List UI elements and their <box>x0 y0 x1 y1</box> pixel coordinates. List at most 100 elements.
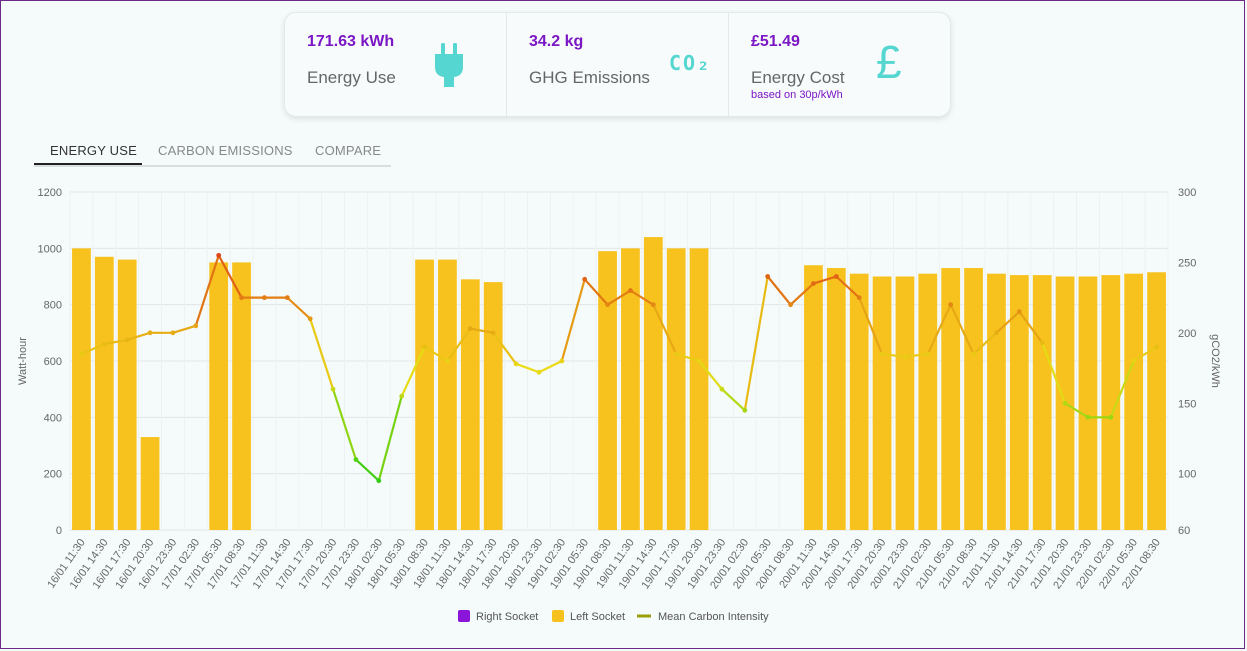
carbon-line-segment <box>537 359 563 374</box>
carbon-line-segment <box>80 343 106 356</box>
left-socket-bar <box>987 273 1006 530</box>
pound-icon: £ <box>876 36 902 88</box>
left-socket-bar <box>438 259 457 530</box>
carbon-line-segment <box>1018 310 1044 344</box>
y-tick-label: 0 <box>56 525 62 537</box>
carbon-line-segment <box>789 282 815 306</box>
carbon-point <box>193 323 199 329</box>
energy-cost-value: £51.49 <box>751 33 800 50</box>
carbon-point <box>330 386 336 392</box>
y2-tick-label: 150 <box>1178 398 1196 410</box>
carbon-point <box>445 358 450 364</box>
ghg-emissions-card: 34.2 kg GHG Emissions CO₂ <box>507 13 729 116</box>
left-socket-bar <box>1124 273 1144 530</box>
left-socket-bar <box>1032 275 1052 530</box>
left-socket-bar <box>804 265 823 530</box>
carbon-line-segment <box>217 254 243 299</box>
energy-use-label: Energy Use <box>307 68 396 87</box>
carbon-line-segment <box>194 254 220 327</box>
carbon-point <box>856 295 862 301</box>
co2-icon: CO₂ <box>669 51 712 75</box>
carbon-point <box>811 281 816 286</box>
carbon-line-segment <box>835 275 861 299</box>
carbon-point <box>879 351 885 357</box>
tab-compare[interactable]: COMPARE <box>315 143 382 158</box>
carbon-point <box>147 330 153 336</box>
carbon-point <box>719 386 725 392</box>
carbon-point <box>239 295 244 301</box>
left-socket-bar <box>117 259 137 530</box>
carbon-line-segment <box>880 352 907 358</box>
left-socket-bar <box>415 259 434 530</box>
carbon-point <box>1039 340 1045 346</box>
tab-energy-use[interactable]: ENERGY USE <box>50 143 138 158</box>
carbon-point <box>399 393 405 399</box>
carbon-point <box>628 288 633 293</box>
left-socket-bar <box>666 248 686 530</box>
left-socket-bar <box>72 248 91 530</box>
left-socket-bar <box>689 248 709 530</box>
ghg-emissions-value: 34.2 kg <box>529 33 584 50</box>
carbon-line-segment <box>469 327 495 334</box>
carbon-point <box>559 358 565 364</box>
carbon-point <box>170 330 176 336</box>
carbon-line-segment <box>652 303 678 356</box>
y2-tick-label: 300 <box>1178 187 1196 199</box>
legend-label: Mean Carbon Intensity <box>658 611 769 623</box>
carbon-line-segment <box>812 275 838 285</box>
carbon-point <box>307 316 313 322</box>
tab-carbon-emissions[interactable]: CARBON EMISSIONS <box>158 143 293 158</box>
carbon-point <box>742 407 748 413</box>
carbon-point <box>422 344 427 350</box>
carbon-line-segment <box>514 362 541 374</box>
carbon-point <box>79 351 84 357</box>
carbon-line-segment <box>560 278 586 363</box>
carbon-point <box>467 326 473 332</box>
left-socket-bar <box>1009 275 1029 530</box>
carbon-line-segment <box>103 338 129 346</box>
carbon-point <box>536 369 542 375</box>
carbon-point <box>833 274 839 279</box>
carbon-point <box>994 330 999 336</box>
left-socket-bar <box>232 262 251 530</box>
legend-swatch <box>637 614 651 618</box>
carbon-point <box>216 252 222 258</box>
carbon-line-segment <box>171 324 197 334</box>
carbon-point <box>673 351 679 357</box>
energy-use-card: 171.63 kWh Energy Use <box>285 13 507 116</box>
ghg-emissions-label: GHG Emissions <box>529 68 650 87</box>
carbon-line-segment <box>697 359 724 391</box>
carbon-line-segment <box>126 331 152 341</box>
carbon-point <box>1016 309 1022 315</box>
carbon-point <box>1062 400 1068 406</box>
carbon-line-segment <box>903 352 929 358</box>
carbon-line-segment <box>1063 402 1090 419</box>
carbon-line-segment <box>286 296 312 320</box>
y2-tick-label: 200 <box>1178 328 1196 340</box>
carbon-point <box>1085 414 1091 420</box>
carbon-point <box>582 276 588 282</box>
carbon-line-segment <box>1132 345 1158 363</box>
left-socket-bar <box>918 273 938 530</box>
carbon-point <box>284 295 290 301</box>
carbon-line-segment <box>446 327 472 363</box>
carbon-point <box>948 302 954 308</box>
legend-label: Left Socket <box>570 611 625 623</box>
carbon-point <box>765 274 771 279</box>
carbon-point <box>605 302 610 308</box>
carbon-line-segment <box>1041 341 1067 405</box>
y2-tick-label: 60 <box>1178 525 1190 537</box>
energy-cost-card: £51.49 Energy Cost based on 30p/kWh £ <box>729 13 950 116</box>
carbon-line-segment <box>423 345 449 363</box>
carbon-line-segment <box>354 458 380 482</box>
left-socket-bar <box>826 268 846 530</box>
carbon-point <box>971 351 976 357</box>
carbon-point <box>650 302 656 308</box>
y-tick-label: 200 <box>44 469 62 481</box>
left-socket-bar <box>849 273 869 530</box>
carbon-point <box>490 330 496 336</box>
stats-panel: 171.63 kWh Energy Use 34.2 kg GHG Emissi… <box>284 12 951 117</box>
legend-label: Right Socket <box>476 611 538 623</box>
y2-tick-label: 100 <box>1178 469 1196 481</box>
